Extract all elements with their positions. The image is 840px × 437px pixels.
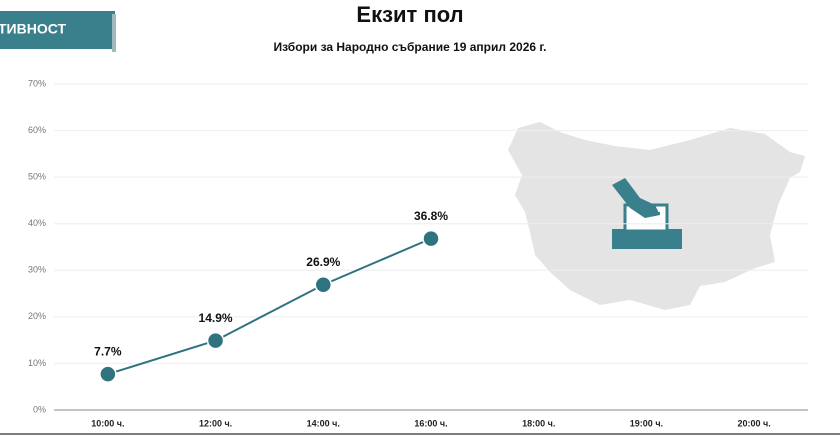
value-label: 36.8%	[414, 209, 448, 223]
chart-subtitle: Избори за Народно събрание 19 април 2026…	[274, 40, 547, 54]
tab-button[interactable]	[0, 11, 115, 49]
x-tick-label: 14:00 ч.	[307, 418, 340, 428]
marker	[422, 229, 440, 248]
y-tick-label: 70%	[28, 78, 46, 88]
marker	[206, 331, 225, 350]
y-tick-label: 30%	[28, 265, 46, 275]
line	[107, 237, 432, 376]
tab-shadow	[112, 14, 116, 52]
y-tick-label: 60%	[28, 125, 46, 135]
y-tick-label: 10%	[28, 358, 46, 368]
chart-title: Екзит пол	[356, 2, 463, 27]
x-tick-label: 10:00 ч.	[91, 418, 124, 428]
marker	[99, 365, 117, 383]
value-label: 7.7%	[94, 344, 122, 358]
y-tick-label: 40%	[28, 218, 46, 228]
x-tick-label: 19:00 ч.	[630, 418, 663, 428]
x-tick-label: 20:00 ч.	[738, 418, 771, 428]
ballot-icon	[612, 178, 682, 249]
value-label: 14.9%	[199, 311, 233, 325]
y-tick-label: 50%	[28, 172, 46, 182]
marker	[314, 275, 333, 294]
x-tick-label: 16:00 ч.	[414, 418, 447, 428]
y-tick-label: 20%	[28, 311, 46, 321]
tab-label[interactable]: ТИВНОСТ	[0, 21, 66, 37]
x-tick-label: 12:00 ч.	[199, 418, 232, 428]
y-tick-label: 0%	[33, 404, 46, 414]
value-label: 26.9%	[306, 255, 340, 269]
x-tick-label: 18:00 ч.	[522, 418, 555, 428]
